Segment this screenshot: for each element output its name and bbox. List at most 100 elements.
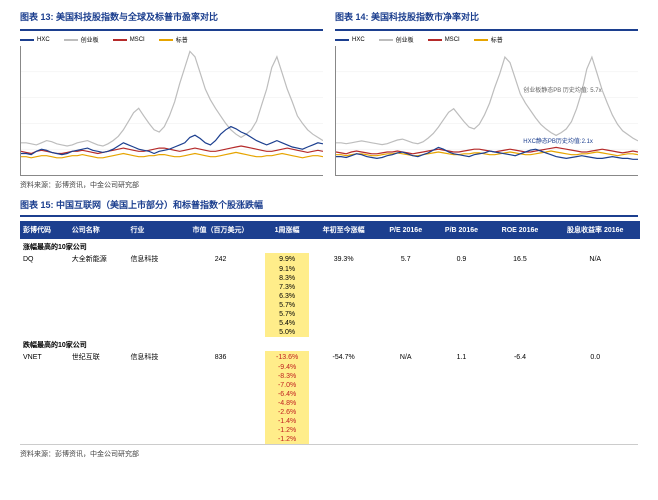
table-cell: 5.7% [265, 310, 309, 319]
table-cell: -2.6% [265, 408, 309, 417]
legend-item: HXC [20, 35, 50, 44]
table-cell [309, 426, 378, 435]
table-cell: -54.7% [309, 351, 378, 363]
chart-right-rule [335, 29, 638, 31]
legend-item: 标普 [474, 35, 503, 44]
table-body: 涨幅最高的10家公司DQ大全新能源信息科技2429.9%39.3%5.70.91… [20, 239, 640, 444]
table-cell [309, 372, 378, 381]
table-cell [176, 399, 265, 408]
table-cell [69, 426, 128, 435]
table-cell: 5.4% [265, 319, 309, 328]
table-cell [550, 301, 640, 310]
table-cell [378, 381, 433, 390]
table-cell [69, 265, 128, 274]
table-cell [20, 417, 69, 426]
table-cell [127, 310, 176, 319]
chart-right-title: 图表 14: 美国科技股指数市净率对比 [335, 10, 638, 23]
table-cell [433, 265, 489, 274]
table-cell [309, 292, 378, 301]
legend-label: 标普 [491, 35, 503, 44]
table-cell [127, 301, 176, 310]
table-cell [550, 265, 640, 274]
table-cell [20, 319, 69, 328]
table-cell [127, 435, 176, 444]
table-cell [489, 301, 550, 310]
table-cell: 16.5 [489, 253, 550, 265]
table-cell [550, 372, 640, 381]
table-cell [489, 372, 550, 381]
table-cell [550, 319, 640, 328]
table-cell: 5.0% [265, 328, 309, 337]
table-cell [378, 408, 433, 417]
table-cell: 0.0 [550, 351, 640, 363]
table-cell: 9.9% [265, 253, 309, 265]
table-cell: -6.4 [489, 351, 550, 363]
table-cell [378, 426, 433, 435]
table-cell [309, 283, 378, 292]
table-cell: -13.6% [265, 351, 309, 363]
table-cell [69, 363, 128, 372]
table-section-label: 涨幅最高的10家公司 [20, 239, 640, 253]
table-header: 彭博代码 [20, 221, 69, 239]
table-cell [176, 319, 265, 328]
chart-source: 资料来源：彭博资讯，中金公司研究部 [20, 180, 638, 190]
table-row: -2.6% [20, 408, 640, 417]
table-cell [176, 435, 265, 444]
table-cell [176, 310, 265, 319]
table-cell [69, 328, 128, 337]
table-cell [433, 274, 489, 283]
table-row: -9.4% [20, 363, 640, 372]
table-cell [127, 265, 176, 274]
table-header: ROE 2016e [489, 221, 550, 239]
table-cell [309, 435, 378, 444]
table-row: VNET世纪互联信息科技836-13.6%-54.7%N/A1.1-6.40.0 [20, 351, 640, 363]
table-cell [378, 319, 433, 328]
legend-swatch [20, 39, 34, 41]
table-cell [176, 417, 265, 426]
table-cell [20, 363, 69, 372]
table-cell [309, 328, 378, 337]
table-cell [20, 408, 69, 417]
legend-label: HXC [352, 37, 365, 43]
table-cell [69, 408, 128, 417]
legend-item: 创业板 [64, 35, 99, 44]
table-cell [550, 328, 640, 337]
table-header: 公司名称 [69, 221, 128, 239]
table-cell [127, 363, 176, 372]
table-row: 5.7% [20, 310, 640, 319]
table-row: -1.2% [20, 426, 640, 435]
table-cell [309, 301, 378, 310]
table-cell: 6.3% [265, 292, 309, 301]
table-cell [550, 417, 640, 426]
table-cell: 5.7% [265, 301, 309, 310]
table-cell [176, 274, 265, 283]
table-cell: 39.3% [309, 253, 378, 265]
table-cell [127, 417, 176, 426]
table-cell [20, 301, 69, 310]
table-cell [176, 363, 265, 372]
table-cell: 信息科技 [127, 253, 176, 265]
table-cell: 8.3% [265, 274, 309, 283]
table-cell: 836 [176, 351, 265, 363]
table-cell [489, 319, 550, 328]
legend-item: HXC [335, 35, 365, 44]
table-header: 行业 [127, 221, 176, 239]
table-cell [378, 399, 433, 408]
table-cell [378, 301, 433, 310]
table-cell [550, 292, 640, 301]
table-cell [433, 426, 489, 435]
table-cell [309, 390, 378, 399]
table-cell [127, 328, 176, 337]
table-cell [69, 417, 128, 426]
table-cell [550, 435, 640, 444]
table-header: 市值（百万美元） [176, 221, 265, 239]
table-cell: -4.8% [265, 399, 309, 408]
table-cell [20, 372, 69, 381]
table-cell [489, 265, 550, 274]
legend-label: 创业板 [396, 35, 414, 44]
table-row: -1.4% [20, 417, 640, 426]
table-source: 资料来源：彭博资讯，中金公司研究部 [20, 449, 638, 459]
table-cell [127, 381, 176, 390]
table-cell [489, 283, 550, 292]
table-section-row: 跌幅最高的10家公司 [20, 337, 640, 351]
